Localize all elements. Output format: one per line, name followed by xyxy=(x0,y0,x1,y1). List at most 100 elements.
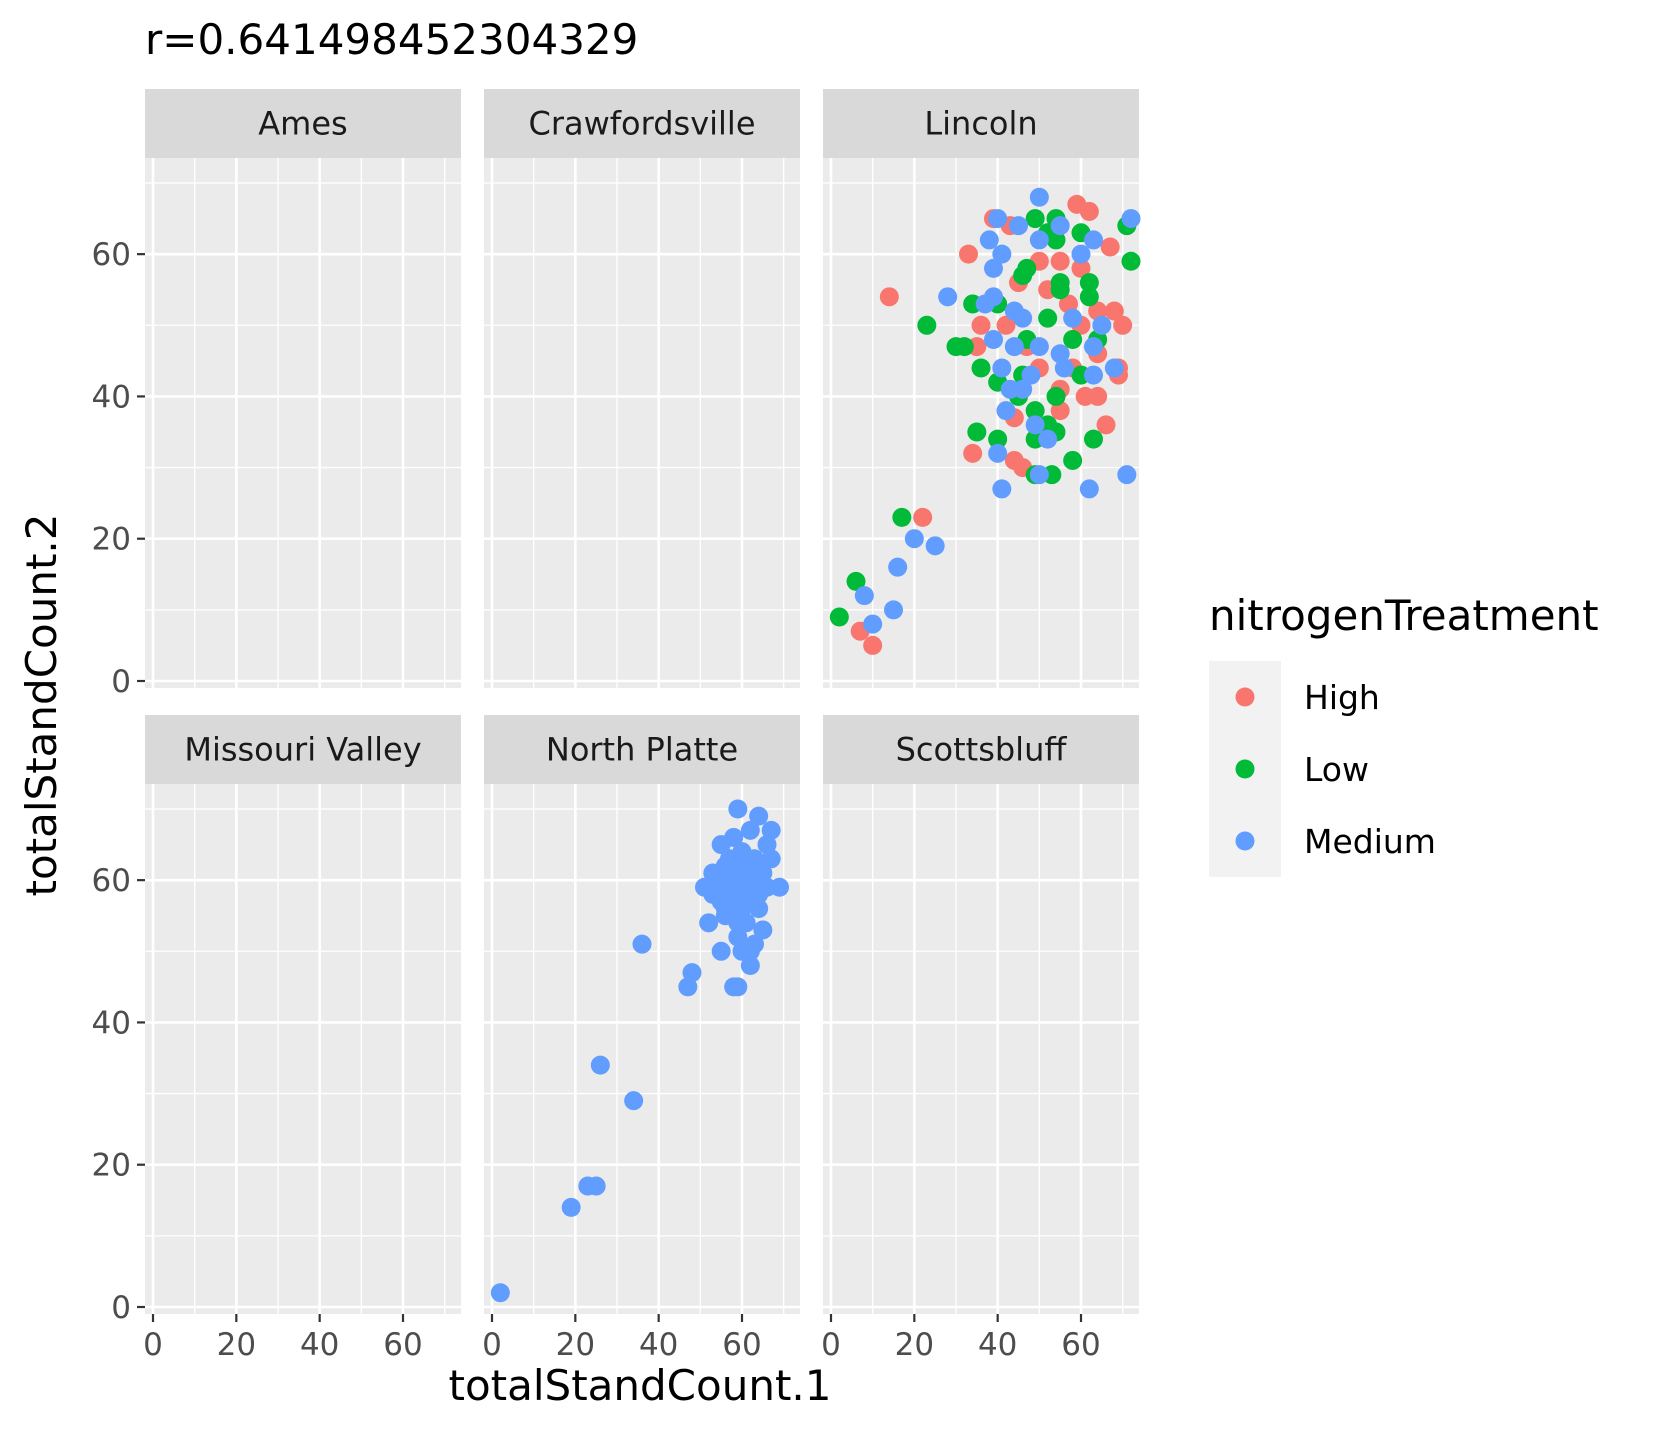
data-point-medium xyxy=(904,529,924,549)
x-tick-label: 0 xyxy=(821,1327,841,1363)
data-point-low xyxy=(954,337,974,357)
strip-label-scottsbluff: Scottsbluff xyxy=(896,731,1068,769)
data-point-high xyxy=(1104,301,1124,321)
data-point-high xyxy=(879,287,899,307)
x-tick-label: 60 xyxy=(1061,1327,1100,1363)
strip-north-platte xyxy=(484,715,800,784)
data-point-medium xyxy=(1104,358,1124,378)
data-point-low xyxy=(1079,287,1099,307)
facet-panels: Ames 0 20 40 60 Crawfordsville Lincoln Missouri… xyxy=(92,89,1141,1363)
data-point-medium xyxy=(632,934,652,954)
strip-missouri-valley xyxy=(145,715,461,784)
y-tick-label: 0 xyxy=(111,1290,131,1326)
data-point-medium xyxy=(1029,230,1049,250)
data-point-low xyxy=(988,429,1008,449)
panel-ames: Ames 0 20 40 60 xyxy=(92,89,461,700)
data-point-medium xyxy=(736,913,756,933)
data-point-medium xyxy=(753,920,773,940)
strip-label-north-platte: North Platte xyxy=(546,731,738,769)
panel-background-crawfordsville xyxy=(484,158,800,688)
data-point-medium xyxy=(770,877,789,897)
panel-crawfordsville: Crawfordsville xyxy=(484,89,800,688)
data-point-medium xyxy=(1021,365,1041,385)
data-point-medium xyxy=(1054,358,1074,378)
data-point-low xyxy=(1046,386,1066,406)
data-point-medium xyxy=(728,799,748,819)
data-point-high xyxy=(863,635,883,655)
data-point-low xyxy=(829,607,849,627)
y-tick-label: 60 xyxy=(92,863,131,899)
legend-title: nitrogenTreatment xyxy=(1209,591,1599,640)
legend-key-medium xyxy=(1235,831,1255,851)
data-point-high xyxy=(1088,386,1108,406)
strip-label-ames: Ames xyxy=(258,105,347,143)
y-tick-label: 40 xyxy=(92,1005,131,1041)
data-point-low xyxy=(967,422,987,442)
y-tick-label: 40 xyxy=(92,379,131,415)
data-point-high xyxy=(1079,201,1099,221)
x-tick-label: 20 xyxy=(556,1327,595,1363)
data-point-low xyxy=(892,507,912,527)
x-tick-label: 40 xyxy=(639,1327,678,1363)
data-point-medium xyxy=(590,1055,610,1075)
data-point-medium xyxy=(1050,216,1070,236)
data-point-low xyxy=(1017,258,1037,278)
panel-scottsbluff: Scottsbluff 0 20 40 60 xyxy=(821,715,1139,1363)
data-point-high xyxy=(963,443,983,463)
data-point-medium xyxy=(1029,337,1049,357)
data-point-high xyxy=(1050,251,1070,271)
strip-label-lincoln: Lincoln xyxy=(924,105,1037,143)
x-tick-label: 40 xyxy=(978,1327,1017,1363)
data-point-low xyxy=(1063,330,1083,350)
data-point-low xyxy=(1025,401,1045,421)
data-point-medium xyxy=(711,941,731,961)
data-point-medium xyxy=(740,820,760,840)
data-point-medium xyxy=(1013,308,1033,328)
data-point-medium xyxy=(711,835,731,855)
legend-key-high xyxy=(1235,687,1255,707)
data-point-high xyxy=(913,507,933,527)
x-tick-label: 60 xyxy=(722,1327,761,1363)
data-point-high xyxy=(1100,237,1120,257)
data-point-medium xyxy=(1029,465,1049,485)
data-point-medium xyxy=(745,934,764,954)
legend-label-high: High xyxy=(1304,678,1380,717)
data-point-medium xyxy=(728,977,748,997)
data-point-low xyxy=(1063,450,1083,470)
data-point-medium xyxy=(1029,187,1049,207)
data-point-medium xyxy=(740,956,760,976)
data-point-medium xyxy=(979,230,999,250)
data-point-low xyxy=(1050,280,1070,300)
data-point-medium xyxy=(984,287,1003,307)
data-point-low xyxy=(1038,308,1058,328)
data-point-low xyxy=(1084,429,1103,449)
data-point-medium xyxy=(682,963,702,983)
panel-background-ames xyxy=(145,158,461,688)
data-point-medium xyxy=(888,557,908,577)
data-point-medium xyxy=(988,209,1008,229)
data-point-medium xyxy=(854,586,874,606)
series-medium xyxy=(490,187,1141,1303)
data-point-medium xyxy=(1092,315,1112,335)
data-point-medium xyxy=(1121,209,1141,229)
data-point-medium xyxy=(1071,244,1091,264)
data-point-low xyxy=(1121,251,1141,271)
legend-label-medium: Medium xyxy=(1304,822,1436,861)
data-point-high xyxy=(1071,258,1091,278)
data-point-low xyxy=(846,571,866,591)
data-point-medium xyxy=(1084,337,1103,357)
plot-title: r=0.641498452304329 xyxy=(145,15,638,64)
panel-background-scottsbluff xyxy=(823,784,1139,1314)
data-point-medium xyxy=(749,806,769,826)
x-tick-label: 20 xyxy=(217,1327,256,1363)
strip-lincoln xyxy=(823,89,1139,158)
y-tick-label: 0 xyxy=(111,664,131,700)
legend-label-low: Low xyxy=(1304,750,1369,789)
data-point-high xyxy=(996,315,1016,335)
data-point-medium xyxy=(1013,379,1033,399)
data-point-medium xyxy=(938,287,958,307)
data-point-medium xyxy=(1117,465,1137,485)
data-point-medium xyxy=(490,1283,510,1303)
data-point-medium xyxy=(992,479,1012,499)
strip-scottsbluff xyxy=(823,715,1139,784)
